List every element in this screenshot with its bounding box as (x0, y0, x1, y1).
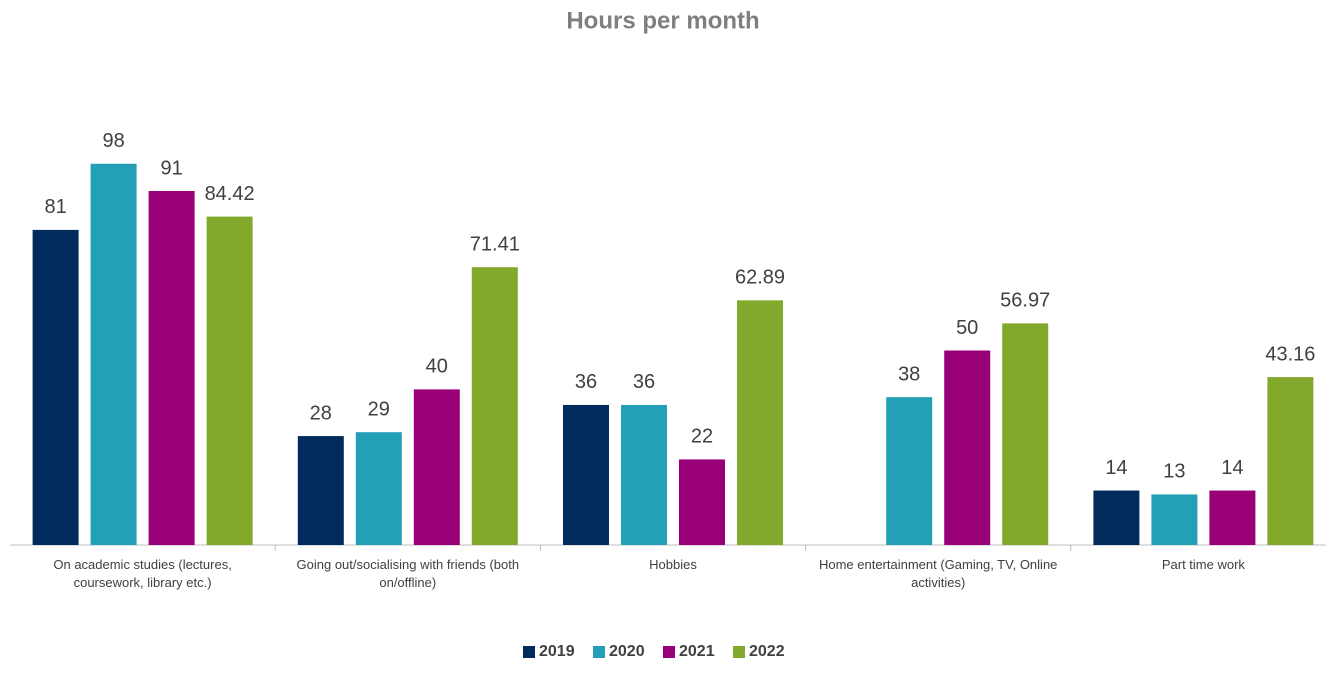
data-label: 14 (1221, 457, 1243, 479)
data-label: 29 (368, 398, 390, 420)
bar (90, 163, 137, 545)
bar (1209, 490, 1256, 545)
data-label: 62.89 (735, 267, 785, 289)
data-label: 84.42 (205, 183, 255, 205)
bar (355, 432, 402, 545)
bar (148, 191, 195, 545)
bar (737, 300, 783, 545)
data-label: 28 (310, 402, 332, 424)
legend-swatch (523, 646, 535, 658)
x-tick-label: Part time work (1161, 557, 1245, 572)
legend-swatch (733, 646, 745, 658)
data-label: 13 (1163, 461, 1185, 483)
bar (944, 350, 991, 545)
legend-label: 2021 (679, 643, 715, 660)
bar (621, 404, 667, 545)
data-label: 71.41 (470, 233, 520, 255)
data-label: 50 (956, 317, 978, 339)
bar (206, 216, 253, 545)
bar (471, 267, 518, 545)
data-label: 40 (426, 356, 448, 378)
bar (563, 404, 609, 545)
bar (679, 459, 725, 545)
bar (1093, 490, 1140, 545)
data-label: 36 (575, 371, 597, 393)
x-tick-label: Hobbies (649, 557, 697, 572)
chart-title: Hours per month (566, 7, 759, 34)
data-label: 81 (44, 196, 66, 218)
data-label: 36 (633, 371, 655, 393)
data-label: 14 (1105, 457, 1127, 479)
x-tick-label: On academic studies (lectures, coursewor… (53, 557, 232, 590)
legend-label: 2022 (749, 643, 785, 660)
legend-label: 2019 (539, 643, 575, 660)
data-label: 56.97 (1000, 290, 1050, 312)
legend-label: 2020 (609, 643, 645, 660)
x-tick-label: Home entertainment (Gaming, TV, Online a… (818, 557, 1058, 590)
bar (1002, 323, 1049, 545)
bar (1267, 377, 1314, 545)
data-label: 43.16 (1265, 343, 1315, 365)
bar (32, 229, 79, 545)
data-label: 22 (691, 426, 713, 448)
data-label: 38 (898, 363, 920, 385)
x-tick-label: Going out/socialising with friends (both… (296, 557, 520, 590)
data-label: 91 (160, 157, 182, 179)
legend-swatch (663, 646, 675, 658)
bar (297, 436, 344, 545)
bar (413, 389, 460, 545)
data-label: 98 (102, 130, 124, 152)
bar (886, 397, 933, 545)
bar (1151, 494, 1198, 545)
legend-swatch (593, 646, 605, 658)
